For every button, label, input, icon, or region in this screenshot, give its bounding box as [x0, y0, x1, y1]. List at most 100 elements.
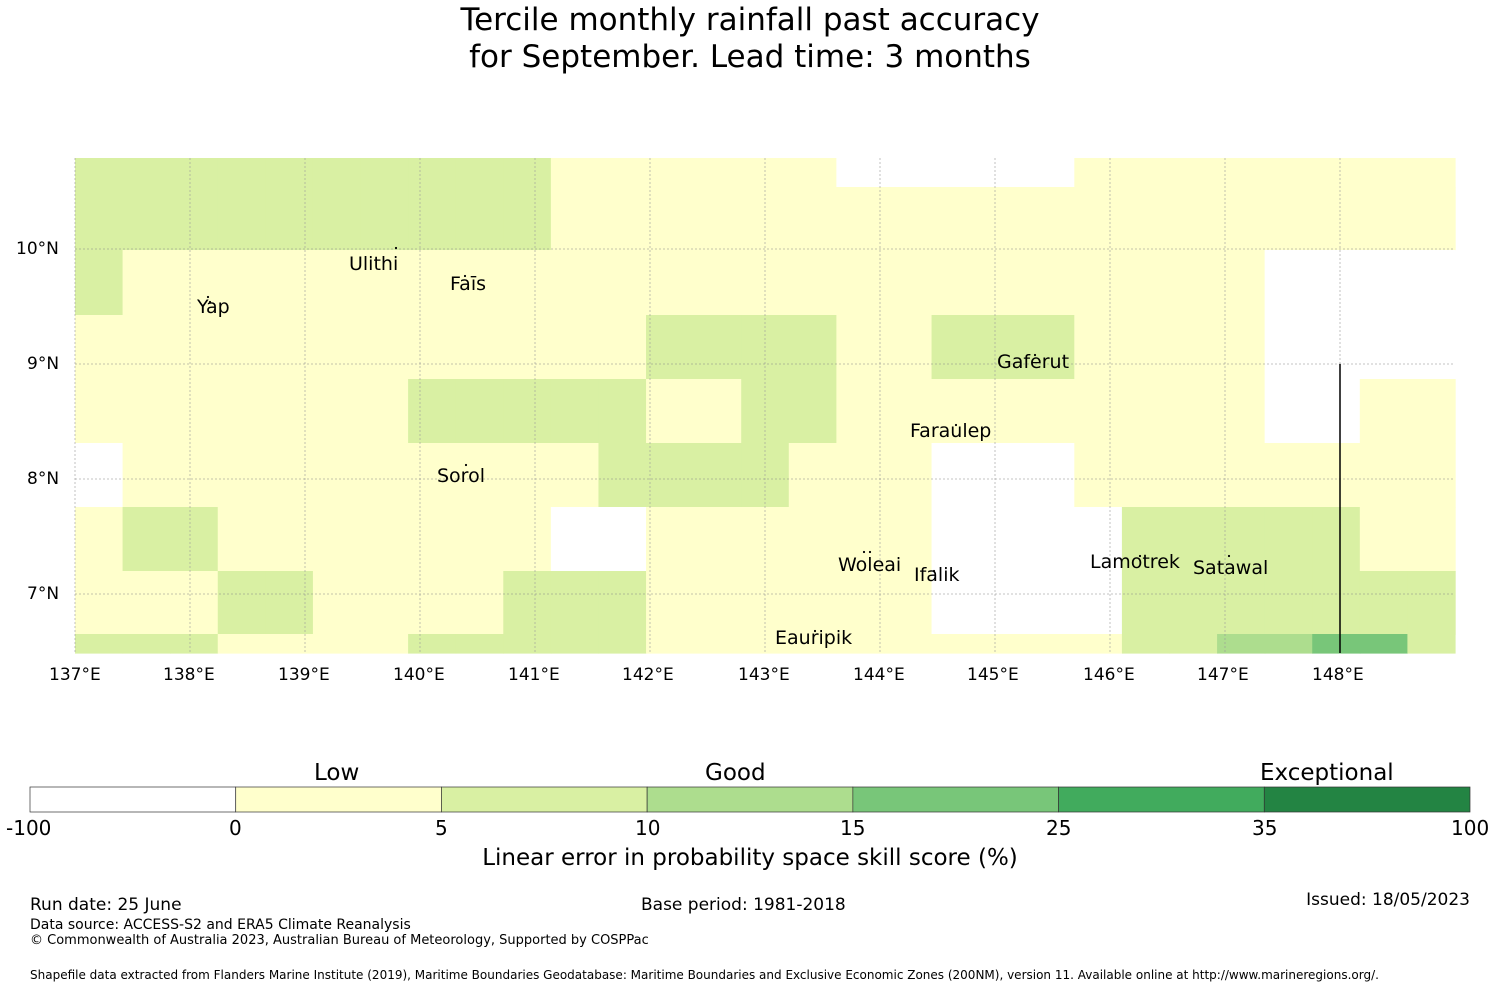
grid-cell — [217, 379, 266, 444]
grid-cell — [693, 315, 742, 380]
grid-cell — [1121, 187, 1171, 251]
grid-cell — [503, 571, 552, 635]
grid-cell — [1312, 571, 1361, 635]
grid-cell — [1264, 158, 1313, 188]
grid-cell — [741, 158, 790, 188]
grid-cell — [836, 443, 885, 508]
island-dot — [394, 246, 398, 250]
grid-cell — [836, 158, 885, 188]
grid-cell — [408, 158, 457, 188]
grid-cell — [1074, 315, 1123, 380]
grid-cell — [170, 507, 219, 572]
lon-tick-145: 145°E — [967, 665, 1019, 685]
grid-cell — [1359, 571, 1409, 635]
island-dot — [868, 550, 872, 554]
title-line-1: Tercile monthly rainfall past accuracy — [460, 2, 1040, 38]
grid-cell — [1407, 571, 1456, 635]
grid-cell — [788, 507, 837, 572]
grid-cell — [598, 507, 647, 572]
grid-cell — [646, 634, 695, 654]
grid-cell — [1169, 379, 1218, 444]
grid-cell — [788, 571, 837, 635]
grid-cell — [598, 315, 647, 380]
grid-cell — [883, 187, 933, 251]
grid-cell — [217, 187, 266, 251]
legend-tick-25: 25 — [1046, 816, 1072, 840]
graticule — [74, 158, 1455, 653]
issued-date: Issued: 18/05/2023 — [1306, 890, 1470, 910]
grid-cell — [979, 507, 1028, 572]
grid-cell — [408, 250, 457, 316]
grid-cell — [1407, 443, 1456, 508]
grid-cell — [1026, 250, 1075, 316]
grid-cell — [1359, 634, 1409, 654]
grid-cell — [265, 379, 314, 444]
grid-cell — [1217, 634, 1266, 654]
grid-cell — [788, 315, 837, 380]
colorbar-bin — [1058, 786, 1265, 813]
grid-cell — [979, 158, 1028, 188]
grid-cell — [1121, 634, 1171, 654]
grid-cell — [1359, 158, 1409, 188]
grid-cell — [360, 187, 409, 251]
legend-tick-10: 10 — [635, 816, 661, 840]
grid-cell — [455, 379, 504, 444]
grid-cell — [75, 158, 124, 188]
grid-cell — [1359, 187, 1409, 251]
place-label-ifalik: Ifalik — [914, 564, 960, 586]
place-label-woleai: Woleai — [838, 554, 902, 576]
grid-cell — [1169, 507, 1218, 572]
grid-cell — [312, 634, 362, 654]
island-markers — [206, 246, 1231, 633]
grid-cell — [550, 187, 600, 251]
legend-tick--100: -100 — [6, 816, 52, 840]
island-dot — [1227, 554, 1231, 558]
grid-cell — [75, 187, 124, 251]
colorbar — [29, 786, 1471, 813]
grid-cell — [598, 158, 647, 188]
island-dot — [208, 300, 212, 304]
grid-cell — [1026, 634, 1075, 654]
grid-cell — [455, 187, 504, 251]
grid-cell — [1359, 443, 1409, 508]
grid-cell — [503, 315, 552, 380]
grid-cell — [1121, 571, 1171, 635]
grid-cell — [1217, 250, 1266, 316]
grid-cell — [1407, 187, 1456, 251]
grid-cell — [1264, 250, 1313, 316]
grid-cell — [693, 250, 742, 316]
grid-cell — [170, 158, 219, 188]
grid-cell — [455, 250, 504, 316]
grid-cell — [1312, 443, 1361, 508]
grid-cell — [122, 315, 171, 380]
grid-cell — [217, 507, 266, 572]
grid-cell — [979, 571, 1028, 635]
grid-cell — [646, 379, 695, 444]
grid-cell — [360, 250, 409, 316]
island-dot — [206, 295, 210, 299]
grid-cell — [1264, 443, 1313, 508]
grid-cell — [646, 187, 695, 251]
grid-cell — [598, 250, 647, 316]
grid-cell — [217, 443, 266, 508]
island-dot — [862, 550, 866, 554]
grid-cell — [1359, 507, 1409, 572]
grid-cell — [1312, 187, 1361, 251]
grid-cell — [836, 571, 885, 635]
place-label-sorol: Sorol — [437, 465, 485, 487]
grid-cell — [408, 315, 457, 380]
grid-cell — [122, 507, 171, 572]
grid-cell — [693, 187, 742, 251]
grid-cell — [788, 250, 837, 316]
grid-cell — [741, 315, 790, 380]
legend-category-low: Low — [314, 760, 360, 786]
base-period: Base period: 1981-2018 — [641, 895, 846, 915]
grid-cell — [883, 443, 933, 508]
grid-cell — [1074, 379, 1123, 444]
grid-cell — [1074, 634, 1123, 654]
lon-tick-146: 146°E — [1083, 665, 1135, 685]
grid-cell — [265, 443, 314, 508]
grid-cell — [1264, 571, 1313, 635]
grid-cell — [883, 250, 933, 316]
grid-cell — [1169, 571, 1218, 635]
